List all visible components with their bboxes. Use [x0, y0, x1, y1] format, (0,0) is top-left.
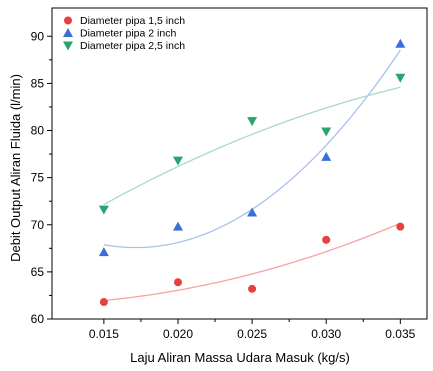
- data-point-series-3: [98, 205, 109, 215]
- y-tick-label: 60: [31, 312, 45, 326]
- data-point-series-1: [99, 298, 108, 307]
- x-tick-label: 0.015: [89, 327, 119, 341]
- x-tick-label: 0.030: [311, 327, 341, 341]
- data-point-series-2: [395, 38, 406, 48]
- axes: 0.015 0.020 0.025 0.030 0.035 60 65 70 75 80 85 90: [31, 7, 428, 341]
- y-axis-title: Debit Output Aliran Fluida (l/min): [8, 74, 23, 262]
- data-point-series-1: [248, 284, 257, 293]
- legend-label-series-3: Diameter pipa 2,5 inch: [80, 40, 185, 52]
- data-point-series-1: [322, 235, 331, 244]
- legend-marker-series-1: [64, 16, 72, 25]
- legend-marker-series-3: [63, 41, 73, 51]
- y-tick-label: 90: [31, 29, 45, 43]
- x-tick-label: 0.025: [237, 327, 267, 341]
- data-point-series-2: [98, 247, 109, 257]
- data-point-series-2: [172, 221, 183, 231]
- y-tick-label: 80: [31, 124, 45, 138]
- x-axis-title: Laju Aliran Massa Udara Masuk (kg/s): [130, 350, 350, 365]
- plot-frame: [51, 7, 428, 320]
- legend-marker-series-2: [63, 28, 73, 37]
- x-tick-label: 0.020: [163, 327, 193, 341]
- data-point-series-2: [247, 207, 258, 217]
- fit-curve-series-3: [103, 86, 401, 206]
- fit-curve-series-2: [103, 49, 401, 249]
- y-tick-label: 65: [31, 265, 45, 279]
- legend-label-series-2: Diameter pipa 2 inch: [80, 28, 176, 40]
- y-tick-label: 70: [31, 218, 45, 232]
- fit-curve-series-1: [103, 222, 401, 302]
- data-point-series-2: [321, 151, 332, 161]
- data-point-series-1: [173, 278, 182, 287]
- data-point-series-3: [172, 156, 183, 166]
- x-tick-label: 0.035: [385, 327, 415, 341]
- y-tick-label: 75: [31, 171, 45, 185]
- data-point-series-3: [247, 117, 258, 127]
- legend-label-series-1: Diameter pipa 1,5 inch: [80, 15, 185, 27]
- data-points: [98, 38, 406, 307]
- data-point-series-3: [395, 73, 406, 83]
- fit-curves: [103, 49, 401, 302]
- y-tick-label: 85: [31, 76, 45, 90]
- data-point-series-1: [396, 222, 405, 231]
- data-point-series-3: [321, 127, 332, 137]
